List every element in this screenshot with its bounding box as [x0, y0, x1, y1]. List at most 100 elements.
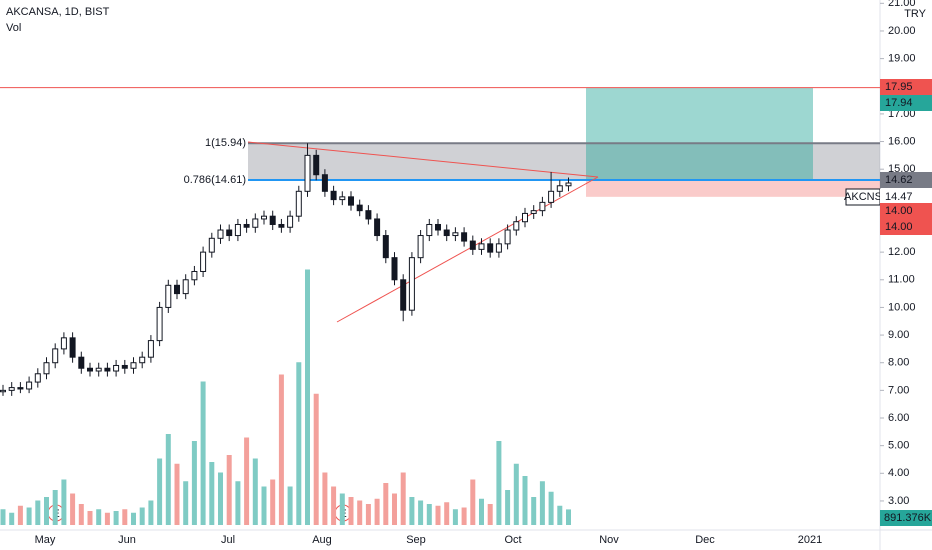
candle-body [513, 221, 520, 231]
candle-body [147, 340, 154, 358]
volume-bar [287, 486, 293, 525]
candles [0, 143, 572, 396]
volume-bar [131, 512, 136, 525]
candle-body [452, 232, 459, 237]
volume-bar [531, 497, 537, 525]
candle-body [200, 251, 207, 272]
y-tick-label: 8.00 [888, 357, 909, 369]
volume-bar [470, 479, 476, 525]
candle-body [330, 190, 337, 201]
candle-body [191, 270, 198, 281]
volume-bar [61, 479, 67, 525]
candle-body [104, 367, 111, 372]
volume-bar [496, 441, 502, 525]
y-tick-label: 11.00 [888, 274, 915, 286]
y-tick-label: 16.00 [888, 135, 916, 147]
volume-bar [200, 381, 206, 525]
volume-bar [157, 458, 163, 525]
price-tag [880, 219, 932, 235]
candle-body [234, 223, 241, 237]
price-tag [880, 189, 932, 205]
candle-body [8, 387, 15, 391]
volume-bar [35, 500, 41, 525]
candle-body [400, 279, 407, 311]
volume-bar [252, 458, 258, 525]
candle-body [174, 284, 180, 295]
candle-body [435, 223, 441, 231]
candle-body [78, 356, 85, 369]
y-tick-label: 20.00 [888, 25, 916, 37]
candle-body [34, 373, 41, 383]
volume-bar [566, 509, 571, 525]
price-tag-label: 14.00 [885, 221, 913, 233]
volume-bar [452, 509, 458, 525]
price-tag [880, 172, 932, 188]
price-tag-label: 17.95 [885, 81, 913, 93]
volume-bar [444, 502, 450, 525]
volume-bar [9, 512, 15, 525]
volume-bar [374, 498, 380, 525]
volume-bar [104, 512, 110, 525]
candle-body [495, 243, 502, 253]
candle-body [95, 367, 102, 372]
title: AKCANSA, 1D, BIST [6, 6, 110, 18]
x-tick-label: Dec [695, 534, 715, 546]
y-tick-label: 9.00 [888, 329, 909, 341]
volume-bar [113, 511, 119, 525]
volume-bar [479, 498, 484, 525]
candle-body [139, 356, 146, 364]
volume-bar [17, 505, 23, 525]
volume-bar [322, 472, 328, 525]
volume-bar [270, 479, 276, 525]
volume-bar [165, 434, 171, 525]
price-tag [880, 203, 932, 219]
volume-bar [26, 507, 32, 525]
y-tick-label: 7.00 [888, 384, 909, 396]
volume-bar [365, 504, 371, 525]
candle-body [522, 212, 528, 223]
candle-body [391, 257, 398, 281]
drawings: 1(15.94)0.786(14.61)EE [0, 87, 880, 522]
candle-body [226, 229, 233, 237]
trend-line [247, 141, 599, 178]
candle-body [461, 232, 468, 242]
volume-bar [278, 374, 284, 525]
candle-body [478, 243, 485, 250]
candle-body [426, 223, 433, 237]
price-tag-label: 14.00 [885, 205, 913, 217]
y-tick-label: 19.00 [888, 53, 916, 65]
candle-body [339, 196, 346, 201]
y-tick-label: 6.00 [888, 412, 909, 424]
volume-bar [191, 441, 197, 525]
x-tick-label: May [35, 534, 56, 546]
x-tick-label: Jul [221, 534, 235, 546]
volume-bar [0, 509, 6, 525]
x-tick-label: Jun [118, 534, 136, 546]
candle-body [556, 185, 563, 192]
volume-tag [880, 510, 932, 526]
stop-zone [586, 179, 880, 197]
axes: 21.0020.0019.0017.0016.0015.0013.0012.00… [35, 0, 932, 546]
volume-bar [418, 500, 424, 525]
y-tick-label: 12.00 [888, 246, 916, 258]
candle-body [26, 381, 33, 390]
candle-body [43, 362, 50, 375]
volume-bar [513, 463, 519, 525]
candle-body [252, 218, 259, 228]
candle-body [156, 306, 163, 342]
volume-bar [487, 504, 493, 525]
candle-body [69, 337, 76, 358]
price-tag-label: 17.94 [885, 97, 913, 109]
volume-bar [392, 493, 397, 525]
volume-tag-label: 891.376K [884, 512, 932, 524]
candle-body [408, 257, 415, 311]
candle-body [304, 154, 311, 192]
candle-body [548, 190, 555, 203]
volume-bar [78, 504, 84, 525]
volume-bar [539, 481, 545, 525]
candle-body [469, 240, 476, 250]
volume-bar [261, 486, 267, 525]
candle-body [539, 201, 546, 212]
